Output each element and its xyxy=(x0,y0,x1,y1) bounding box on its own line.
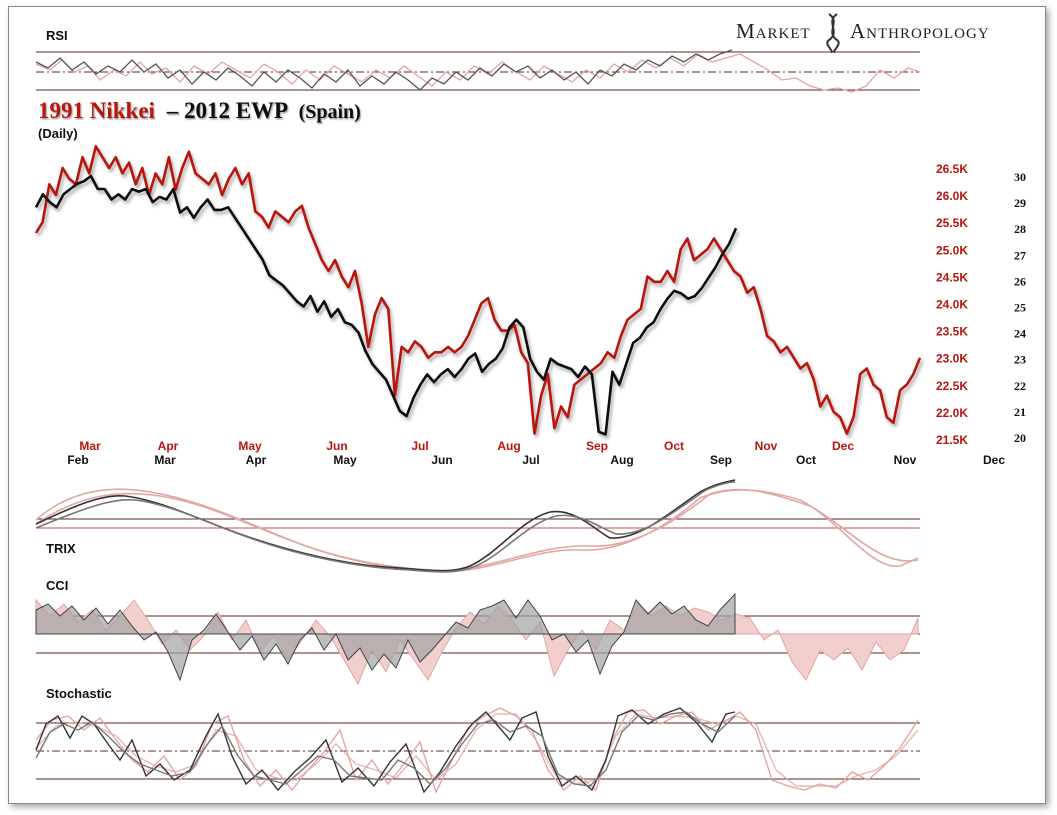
y-left-tick: 25.5K xyxy=(936,216,968,230)
x-tick-black: Apr xyxy=(246,453,267,467)
y-left-tick: 22.0K xyxy=(936,406,968,420)
stochastic-panel xyxy=(35,707,920,794)
cci-panel xyxy=(35,592,920,686)
y-right-tick: 25 xyxy=(1014,301,1026,315)
trix-nikkei-line xyxy=(35,488,919,573)
brand-right: Anthropology xyxy=(850,19,990,43)
x-tick-red: Jul xyxy=(411,439,428,453)
stoch-ewp-d xyxy=(35,711,736,787)
x-tick-black: Feb xyxy=(67,453,88,467)
series-nikkei-line xyxy=(34,145,922,435)
y-axis-left-nikkei: 26.5K 26.0K 25.5K 25.0K 24.5K 24.0K 23.5K 23.0K… xyxy=(936,162,968,447)
x-tick-black: Sep xyxy=(710,453,732,467)
y-left-tick: 26.5K xyxy=(936,162,968,176)
y-axis-right-ewp: 30 29 28 27 26 25 24 23 22 21 20 xyxy=(1014,170,1026,445)
y-left-tick: 25.0K xyxy=(936,243,968,257)
y-right-tick: 28 xyxy=(1014,222,1026,236)
x-tick-red: Oct xyxy=(664,439,684,453)
x-tick-red: Nov xyxy=(755,439,778,453)
x-tick-black: Nov xyxy=(894,453,917,467)
title-spain: (Spain) xyxy=(299,101,361,123)
rsi-label: RSI xyxy=(46,28,68,43)
y-right-tick: 27 xyxy=(1014,248,1026,262)
trix-label: TRIX xyxy=(46,541,76,556)
main-chart: 26.5K 26.0K 25.5K 25.0K 24.5K 24.0K 23.5K 23.0K… xyxy=(34,145,1026,467)
y-left-tick: 24.5K xyxy=(936,270,968,284)
stochastic-label: Stochastic xyxy=(46,686,112,701)
y-right-tick: 20 xyxy=(1014,431,1026,445)
x-tick-black: May xyxy=(333,453,357,467)
x-tick-black: Aug xyxy=(610,453,633,467)
y-right-tick: 21 xyxy=(1014,405,1026,419)
x-tick-red: Dec xyxy=(832,439,854,453)
page-title: 1991 Nikkei – 2012 EWP (Spain) xyxy=(38,98,361,123)
y-right-tick: 29 xyxy=(1014,196,1026,210)
x-tick-red: Jun xyxy=(326,439,347,453)
x-tick-red: Mar xyxy=(79,439,101,453)
x-tick-black: Dec xyxy=(983,453,1005,467)
x-tick-red: Aug xyxy=(497,439,520,453)
y-left-tick: 24.0K xyxy=(936,298,968,312)
x-axis-ewp-months: Feb Mar Apr May Jun Jul Aug Sep Oct Nov Dec xyxy=(67,453,1005,467)
x-tick-red: Apr xyxy=(158,439,179,453)
trix-ewp-line-2 xyxy=(35,481,736,573)
y-right-tick: 24 xyxy=(1014,327,1026,341)
brand-logo: Market Anthropology xyxy=(736,13,990,53)
brand-left: Market xyxy=(736,19,811,43)
y-right-tick: 26 xyxy=(1014,274,1026,288)
stoch-nikkei-d xyxy=(35,713,919,787)
y-left-tick: 23.0K xyxy=(936,352,968,366)
y-left-tick: 26.0K xyxy=(936,189,968,203)
y-left-tick: 23.5K xyxy=(936,325,968,339)
title-ewp: – 2012 EWP xyxy=(166,98,288,123)
rsi-panel xyxy=(35,49,921,93)
dna-helix-icon xyxy=(826,13,840,53)
x-axis-nikkei-months: Mar Apr May Jun Jul Aug Sep Oct Nov Dec xyxy=(79,439,854,453)
x-tick-black: Jul xyxy=(522,453,539,467)
y-right-tick: 22 xyxy=(1014,379,1026,393)
x-tick-red: Sep xyxy=(586,439,608,453)
trix-panel xyxy=(35,479,920,573)
x-tick-black: Jun xyxy=(431,453,452,467)
svg-text:1991 Nikkei – 2012 EWP: 1991 Nikkei – 2012 EWP (Spain) xyxy=(38,98,361,123)
x-tick-black: Oct xyxy=(796,453,816,467)
y-left-tick: 21.5K xyxy=(936,433,968,447)
stoch-nikkei-k xyxy=(35,707,919,794)
cci-label: CCI xyxy=(46,578,68,593)
cci-ewp-area xyxy=(35,592,736,682)
x-tick-red: May xyxy=(238,439,262,453)
title-nikkei: 1991 Nikkei xyxy=(38,98,156,123)
series-ewp-line xyxy=(34,174,738,436)
chart-subtitle: (Daily) xyxy=(38,126,78,141)
trix-nikkei-line-2 xyxy=(35,488,919,572)
y-right-tick: 30 xyxy=(1014,170,1026,184)
y-left-tick: 22.5K xyxy=(936,379,968,393)
x-tick-black: Mar xyxy=(154,453,176,467)
y-right-tick: 23 xyxy=(1014,353,1026,367)
rsi-ewp-line xyxy=(35,49,733,91)
stoch-ewp-k xyxy=(35,707,736,794)
series-layer xyxy=(34,145,922,436)
rsi-nikkei-line xyxy=(35,53,921,93)
